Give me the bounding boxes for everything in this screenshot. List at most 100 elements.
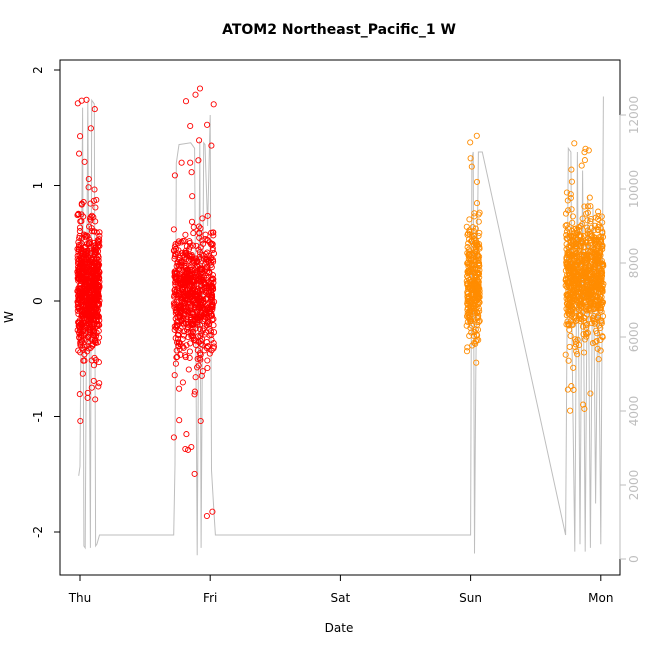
data-point	[197, 309, 204, 316]
data-point	[79, 298, 86, 305]
data-point	[78, 211, 85, 218]
data-point	[578, 162, 585, 169]
data-point	[183, 249, 190, 256]
data-point	[196, 230, 203, 237]
data-point	[590, 318, 598, 325]
data-point	[577, 240, 584, 247]
data-point	[91, 304, 98, 311]
data-point	[189, 333, 197, 340]
data-point	[594, 243, 602, 250]
data-point	[204, 249, 211, 256]
data-point	[179, 335, 186, 343]
data-point	[192, 337, 199, 344]
chart-title: ATOM2 Northeast_Pacific_1 W	[222, 22, 456, 38]
data-point	[170, 300, 177, 307]
data-point	[475, 218, 482, 225]
data-point	[85, 175, 92, 183]
data-point	[209, 275, 216, 282]
data-point	[584, 321, 591, 328]
data-point	[178, 159, 185, 166]
data-point	[569, 318, 576, 325]
data-point	[171, 326, 178, 333]
data-point	[473, 359, 480, 366]
data-point	[565, 321, 572, 328]
data-point	[79, 370, 86, 377]
data-point	[199, 215, 206, 222]
data-point	[74, 303, 81, 310]
data-point	[84, 342, 91, 349]
data-point	[91, 228, 98, 235]
data-point	[93, 256, 100, 263]
data-point	[89, 341, 96, 348]
data-point	[598, 320, 605, 327]
data-point	[208, 336, 215, 343]
x-tick-label: Thu	[68, 591, 92, 605]
y2-tick-label: 2000	[627, 470, 641, 501]
data-point	[569, 251, 576, 258]
data-point	[469, 278, 476, 285]
data-point	[567, 273, 574, 281]
data-point	[585, 305, 592, 312]
data-point	[474, 292, 481, 300]
data-point	[180, 344, 187, 351]
data-point	[209, 316, 216, 323]
data-point	[79, 268, 86, 275]
data-point	[95, 238, 102, 245]
data-point	[197, 417, 204, 425]
data-point	[565, 295, 573, 302]
data-point	[186, 348, 193, 355]
data-point	[468, 329, 475, 336]
data-point	[95, 359, 102, 366]
x-axis: Thu Fri Sat Sun Mon	[68, 574, 613, 605]
data-point	[187, 159, 194, 166]
data-point	[178, 239, 185, 246]
data-point	[580, 401, 587, 408]
x-tick-label: Sun	[459, 591, 482, 605]
data-point	[591, 238, 598, 245]
y2-tick-label: 4000	[627, 396, 641, 427]
data-point	[586, 267, 593, 274]
data-point	[184, 273, 191, 280]
data-point	[584, 230, 591, 237]
data-point	[207, 283, 214, 291]
data-point	[575, 312, 582, 319]
data-point	[80, 264, 87, 271]
data-point	[565, 255, 573, 262]
y-axis-left: -2 -1 0 1 2	[31, 66, 61, 538]
data-point	[96, 380, 103, 387]
data-point	[187, 303, 194, 310]
data-point	[171, 243, 178, 250]
data-point	[182, 270, 189, 277]
data-point	[190, 224, 197, 231]
data-point	[566, 275, 573, 282]
data-point	[573, 277, 580, 284]
data-point	[203, 345, 211, 352]
data-point	[587, 215, 595, 223]
data-point	[75, 239, 82, 246]
data-point	[176, 417, 183, 424]
data-point	[587, 232, 595, 239]
data-point	[563, 189, 570, 196]
data-point	[597, 236, 605, 243]
data-point	[84, 394, 91, 401]
data-point	[201, 256, 208, 263]
data-point	[475, 336, 482, 344]
data-point	[599, 333, 606, 340]
data-point	[465, 311, 472, 318]
data-point	[577, 232, 584, 239]
data-point	[208, 295, 216, 302]
data-point	[74, 260, 82, 267]
data-point	[189, 328, 197, 335]
data-point	[177, 325, 184, 332]
data-point	[569, 219, 576, 226]
data-point	[174, 331, 181, 338]
data-point	[463, 348, 471, 355]
data-point	[469, 224, 476, 231]
data-point	[581, 315, 588, 322]
data-point	[467, 155, 474, 162]
data-point	[597, 267, 604, 274]
data-point	[202, 231, 209, 238]
x-axis-label: Date	[325, 621, 354, 635]
data-point	[74, 327, 81, 334]
